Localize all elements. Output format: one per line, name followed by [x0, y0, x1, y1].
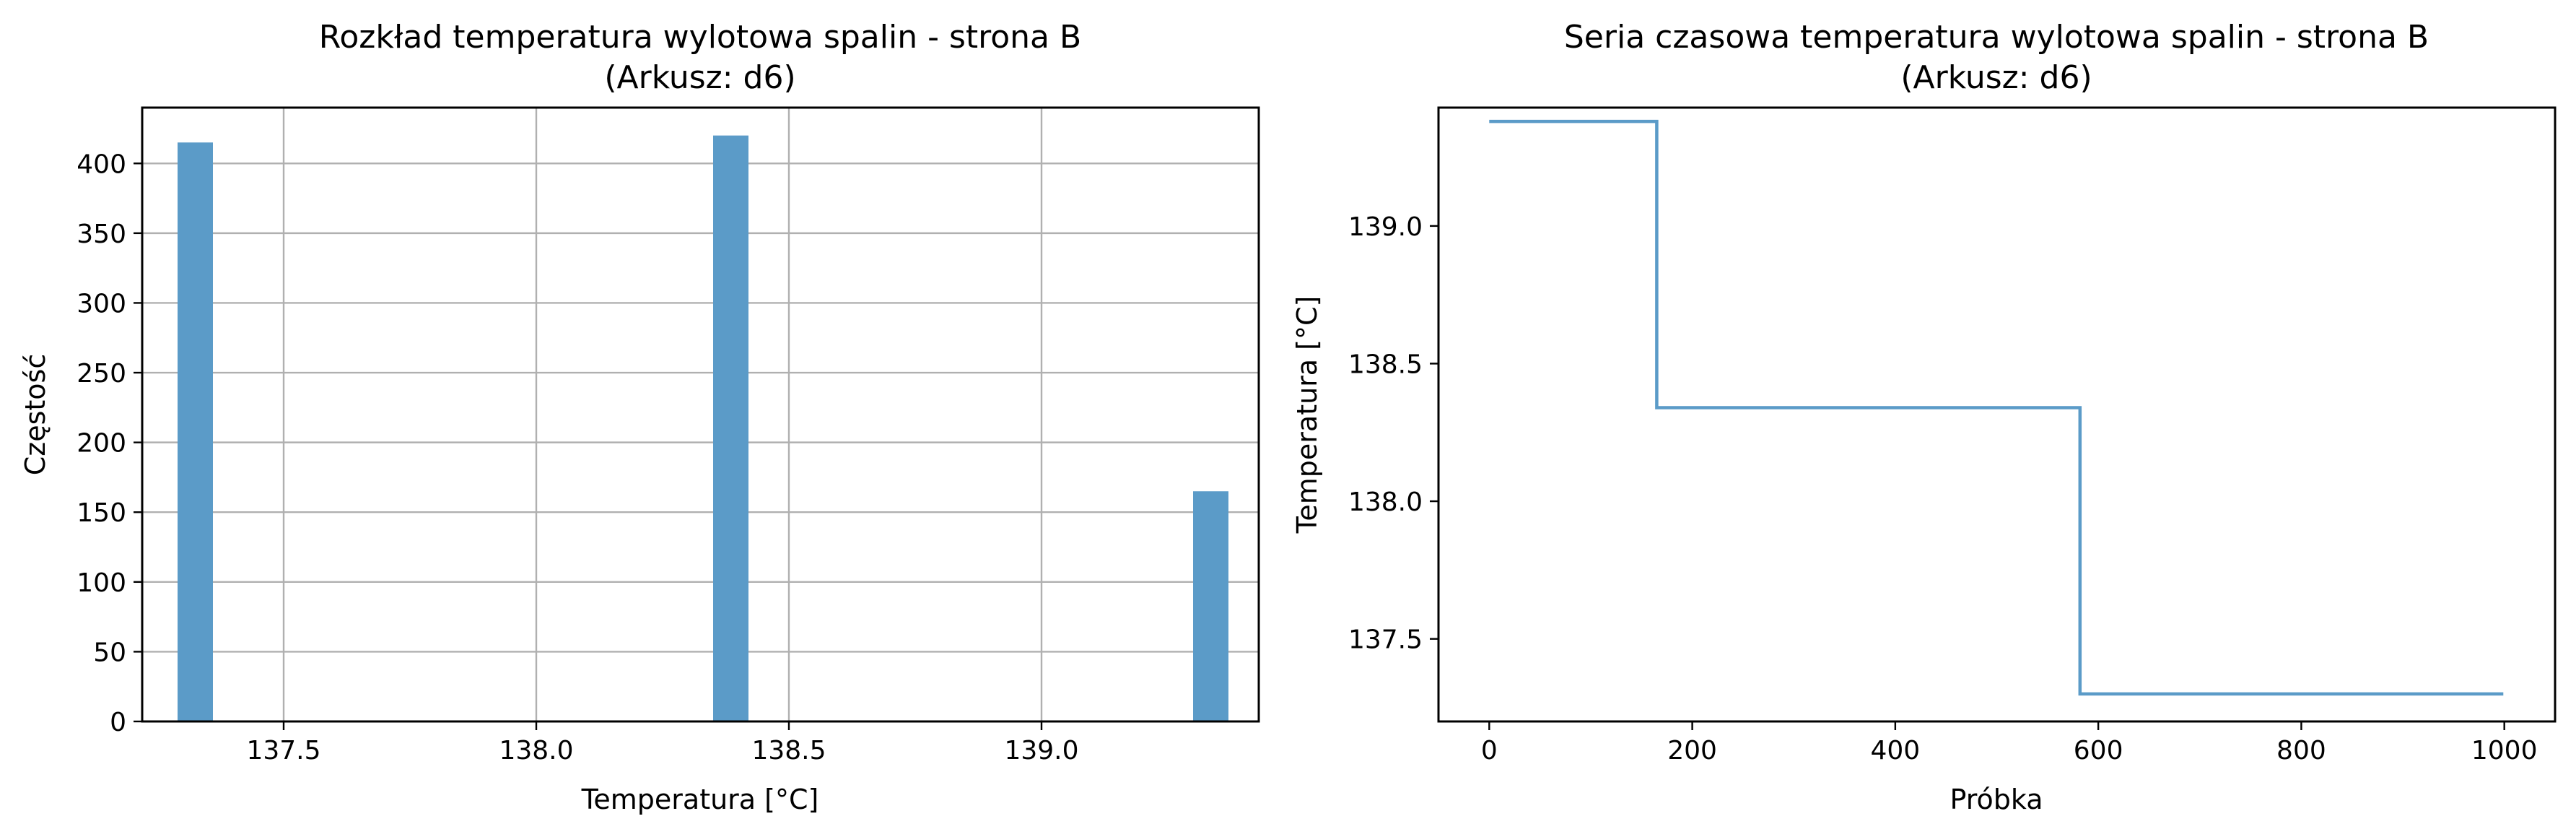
histogram-title-line1: Rozkład temperatura wylotowa spalin - st… — [319, 19, 1081, 56]
timeseries-y-ticks: 137.5 138.0 138.5 139.0 — [1348, 212, 1438, 655]
histogram-x-tick-label: 138.5 — [751, 736, 826, 766]
histogram-bar — [178, 142, 213, 721]
histogram-y-ticks: 0 50 100 150 200 250 300 350 400 — [77, 149, 142, 737]
timeseries-x-tick-label: 200 — [1667, 736, 1717, 766]
histogram-y-tick-label: 150 — [77, 498, 126, 528]
histogram-chart: Rozkład temperatura wylotowa spalin - st… — [19, 19, 1260, 815]
histogram-grid — [142, 108, 1259, 723]
histogram-y-tick-label: 100 — [77, 568, 126, 598]
histogram-y-tick-label: 400 — [77, 149, 126, 179]
timeseries-x-axis-label: Próbka — [1950, 784, 2043, 815]
histogram-y-tick-label: 200 — [77, 429, 126, 459]
timeseries-plot-frame — [1437, 106, 2557, 723]
histogram-y-tick-label: 0 — [110, 708, 126, 737]
histogram-bar — [1193, 491, 1228, 721]
timeseries-y-tick-label: 138.0 — [1348, 487, 1423, 517]
histogram-y-axis-label: Częstość — [19, 354, 51, 476]
timeseries-title-line2: (Arkusz: d6) — [1900, 59, 2092, 96]
histogram-x-tick-label: 139.0 — [1004, 736, 1078, 766]
timeseries-x-tick-label: 1000 — [2471, 736, 2538, 766]
histogram-y-tick-label: 300 — [77, 289, 126, 318]
histogram-bar — [713, 135, 748, 722]
timeseries-chart: Seria czasowa temperatura wylotowa spali… — [1291, 19, 2557, 815]
timeseries-title-line1: Seria czasowa temperatura wylotowa spali… — [1564, 19, 2429, 56]
timeseries-x-tick-label: 400 — [1871, 736, 1921, 766]
histogram-y-tick-label: 250 — [77, 359, 126, 389]
histogram-x-ticks: 137.5 138.0 138.5 139.0 — [246, 721, 1079, 766]
histogram-y-tick-label: 50 — [93, 638, 126, 667]
histogram-title-line2: (Arkusz: d6) — [604, 59, 795, 96]
timeseries-x-ticks: 0 200 400 600 800 1000 — [1481, 721, 2538, 766]
timeseries-x-tick-label: 0 — [1481, 736, 1498, 766]
timeseries-x-tick-label: 600 — [2074, 736, 2123, 766]
histogram-x-tick-label: 138.0 — [499, 736, 573, 766]
histogram-y-tick-label: 350 — [77, 220, 126, 249]
histogram-x-tick-label: 137.5 — [246, 736, 320, 766]
timeseries-y-tick-label: 137.5 — [1348, 625, 1423, 655]
histogram-x-axis-label: Temperatura [°C] — [581, 784, 819, 815]
timeseries-x-tick-label: 800 — [2276, 736, 2326, 766]
histogram-plot-frame — [141, 106, 1260, 723]
timeseries-y-tick-label: 138.5 — [1348, 350, 1423, 379]
timeseries-y-axis-label: Temperatura [°C] — [1291, 296, 1323, 534]
histogram-bars — [178, 135, 1228, 722]
timeseries-y-tick-label: 139.0 — [1348, 212, 1423, 242]
timeseries-line — [1489, 119, 2504, 696]
